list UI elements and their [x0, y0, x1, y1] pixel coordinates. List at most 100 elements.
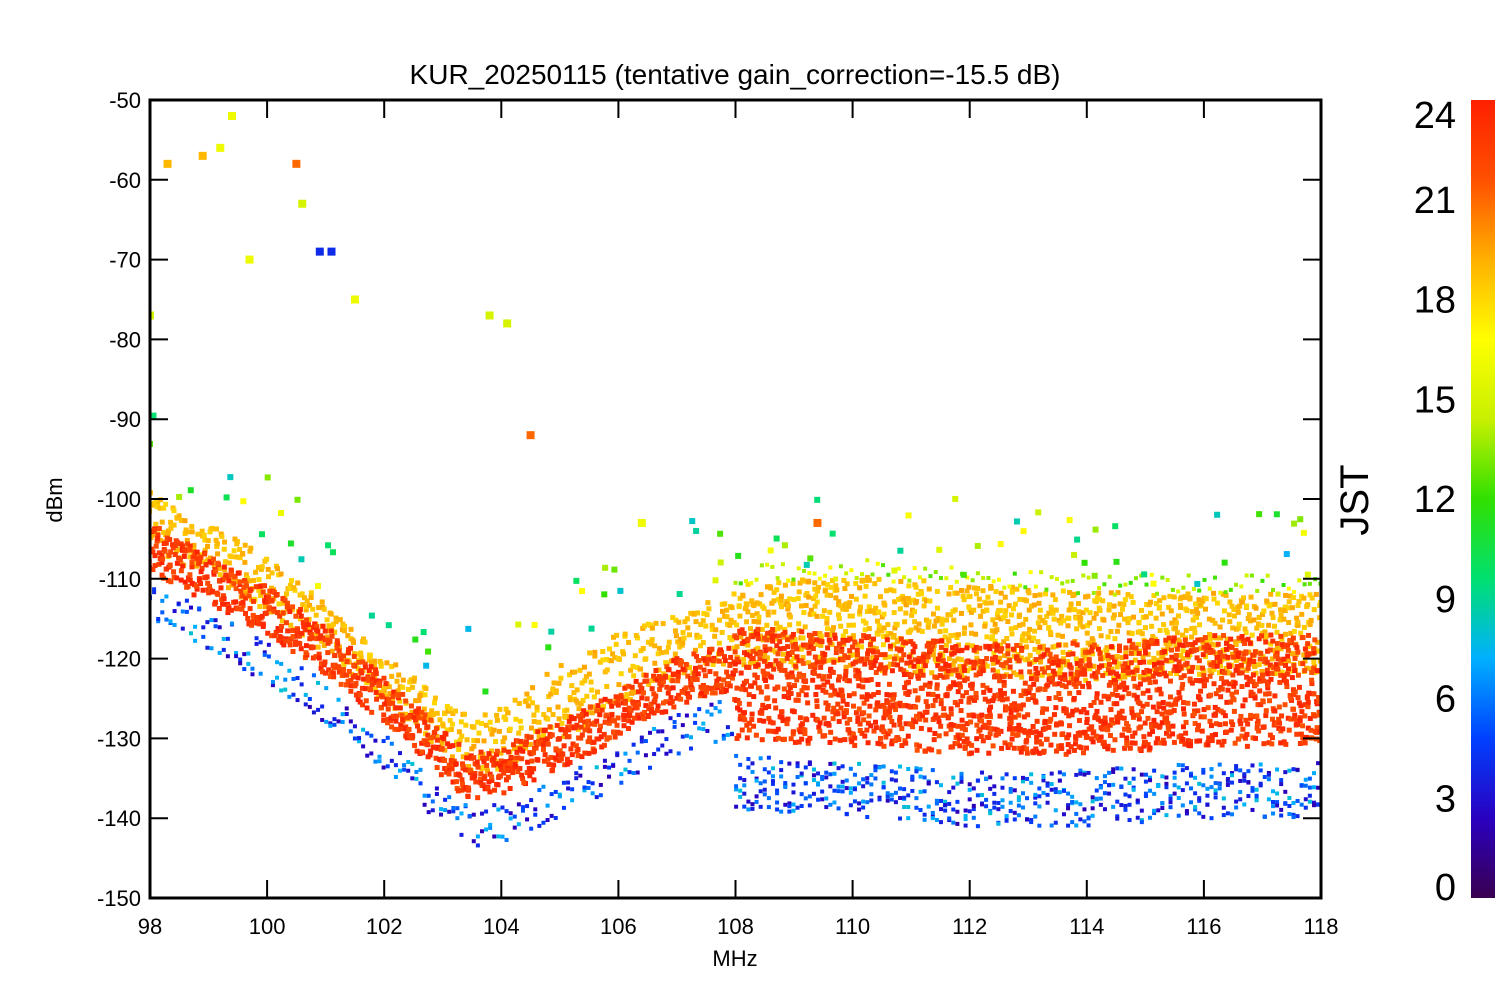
data-point [1145, 715, 1151, 721]
data-point [908, 663, 914, 669]
data-point [802, 727, 808, 733]
data-point [575, 700, 581, 706]
data-point [995, 692, 1001, 698]
data-point [1033, 746, 1039, 752]
data-point [151, 528, 157, 534]
data-point [666, 639, 672, 645]
data-point [1276, 704, 1282, 710]
data-point [1195, 708, 1201, 714]
data-point [340, 720, 345, 725]
data-point [351, 662, 357, 668]
data-point [954, 590, 960, 596]
data-point [1132, 657, 1138, 663]
data-point [631, 673, 637, 679]
data-point [1033, 665, 1039, 671]
data-point [1141, 677, 1147, 683]
data-point [1160, 653, 1166, 659]
data-point [587, 735, 593, 741]
data-point [456, 746, 462, 752]
data-point [428, 717, 434, 723]
data-point [800, 660, 806, 666]
data-point [505, 774, 511, 780]
data-point [512, 697, 518, 703]
data-point [350, 639, 356, 645]
data-point [1308, 666, 1314, 672]
data-point [727, 622, 733, 628]
data-point [606, 646, 612, 652]
data-point [452, 708, 458, 714]
data-point [1033, 657, 1039, 663]
data-point [1101, 617, 1107, 623]
data-point [220, 601, 226, 607]
data-point [1142, 625, 1148, 631]
data-point [416, 697, 422, 703]
data-point [984, 634, 990, 640]
data-point [1090, 739, 1096, 745]
data-point [412, 742, 418, 748]
data-point [258, 566, 264, 572]
data-point [1255, 718, 1261, 724]
data-point [793, 663, 799, 669]
data-point [891, 610, 897, 616]
data-point [1121, 602, 1127, 608]
data-point [451, 809, 456, 814]
data-point [386, 697, 392, 703]
data-point [672, 651, 678, 657]
data-point [530, 700, 536, 706]
data-point [1100, 673, 1106, 679]
data-point [821, 715, 827, 721]
data-point [1107, 574, 1112, 579]
data-point [668, 749, 673, 754]
data-point [1093, 713, 1099, 719]
data-point [1278, 646, 1284, 652]
data-point [803, 692, 809, 698]
data-point [568, 697, 574, 703]
data-point [850, 732, 856, 738]
data-point [1027, 626, 1033, 632]
data-point [1240, 703, 1246, 709]
data-point [1084, 745, 1090, 751]
data-point [512, 761, 518, 767]
data-point [400, 691, 406, 697]
data-point [868, 608, 874, 614]
data-point [442, 758, 448, 764]
data-point [771, 666, 777, 672]
data-point [1019, 637, 1025, 643]
data-point [1071, 695, 1077, 701]
data-point [513, 764, 519, 770]
data-point [1204, 640, 1210, 646]
data-point [826, 722, 832, 728]
data-point [295, 676, 300, 681]
data-point [439, 740, 445, 746]
data-point [1270, 615, 1276, 621]
data-point [736, 733, 742, 739]
data-point [611, 718, 617, 724]
data-point [980, 668, 986, 674]
data-point [467, 767, 473, 773]
data-point [980, 608, 986, 614]
data-point [717, 700, 722, 705]
data-point [360, 702, 366, 708]
data-point [1170, 638, 1176, 644]
data-point [1201, 714, 1207, 720]
data-point [814, 613, 820, 619]
data-point [1087, 666, 1093, 672]
data-point [936, 749, 942, 755]
data-point [205, 543, 211, 549]
data-point [684, 733, 689, 738]
data-point [1262, 630, 1268, 636]
data-point [1082, 729, 1088, 735]
data-point [1020, 621, 1026, 627]
data-point [611, 763, 616, 768]
data-point [523, 739, 529, 745]
data-point [1068, 665, 1074, 671]
data-point [386, 684, 392, 690]
data-point [752, 672, 758, 678]
data-point [172, 552, 178, 558]
data-point [1132, 740, 1138, 746]
data-point [880, 702, 886, 708]
data-point [803, 678, 809, 684]
data-point [275, 566, 281, 572]
data-point [846, 603, 852, 609]
data-point [607, 765, 612, 770]
